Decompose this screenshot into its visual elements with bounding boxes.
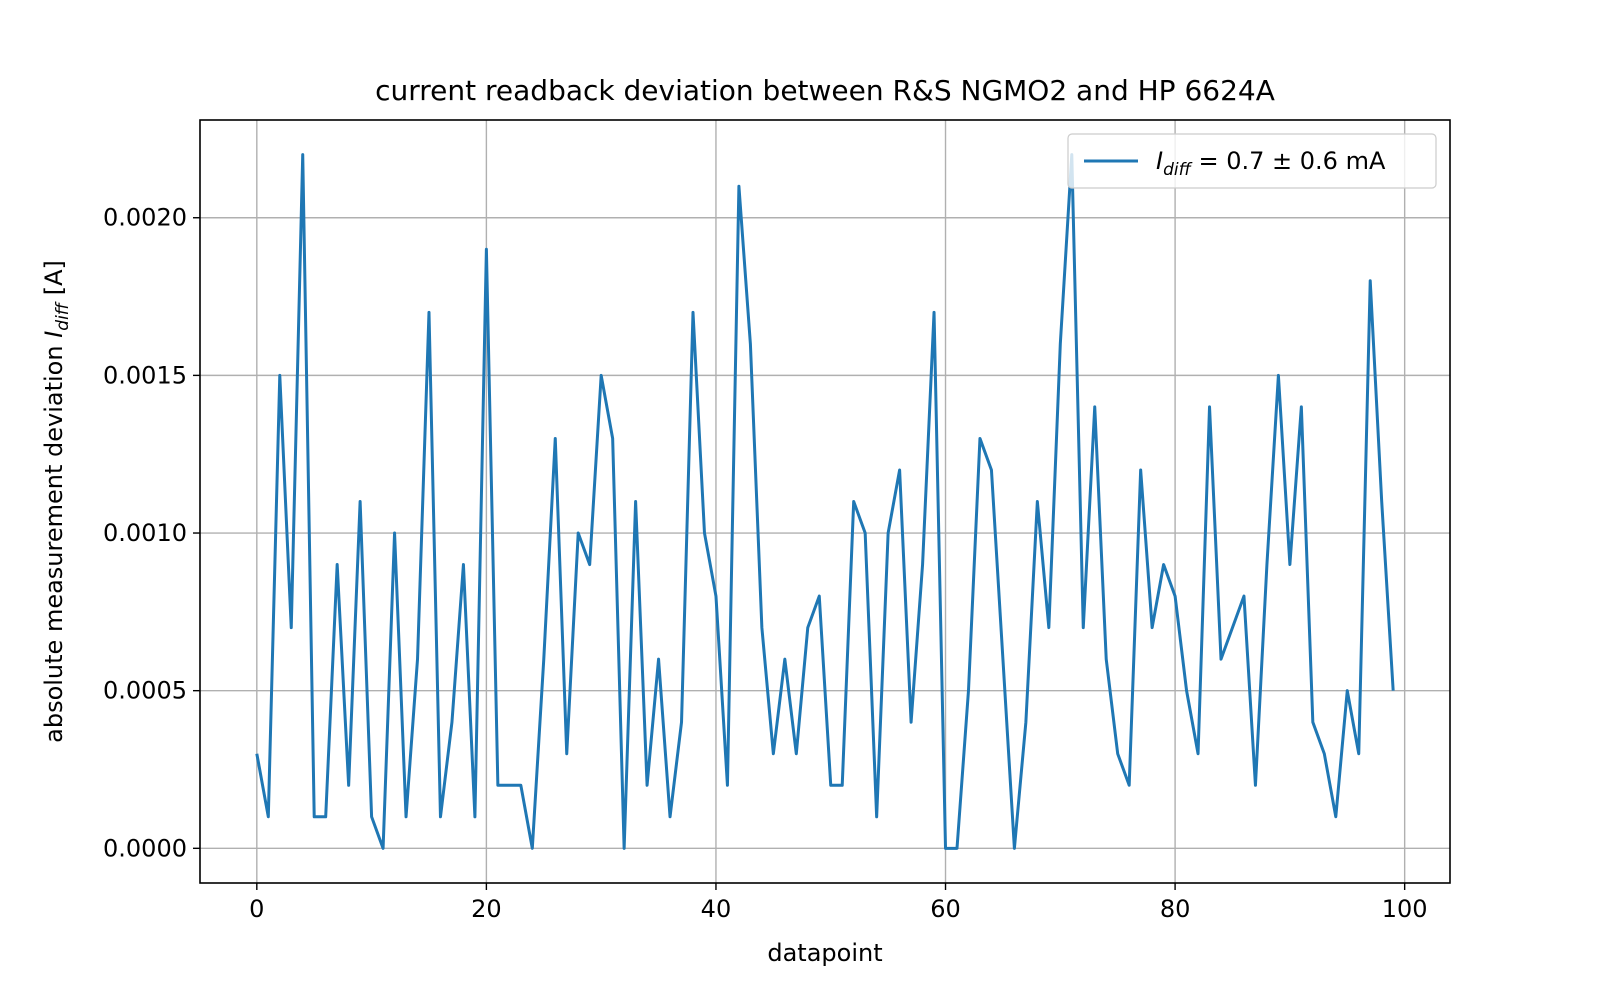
x-tick-label: 100 <box>1382 895 1428 923</box>
y-tick-label: 0.0005 <box>103 677 187 705</box>
y-tick-label: 0.0010 <box>103 519 187 547</box>
legend: Idiff = 0.7 ± 0.6 mA <box>1067 133 1437 189</box>
series-line <box>255 153 1395 850</box>
legend-label-variable: I <box>1156 147 1163 175</box>
x-tick-label: 20 <box>471 895 502 923</box>
y-tick-label: 0.0015 <box>103 361 187 389</box>
y-axis-label: absolute measurement deviation Idiff [A] <box>40 260 73 743</box>
y-axis-label-prefix: absolute measurement deviation <box>40 338 68 743</box>
x-tick-label: 80 <box>1160 895 1191 923</box>
x-tick-label: 0 <box>249 895 264 923</box>
grid <box>200 120 1450 883</box>
legend-label-subscript: diff <box>1163 160 1193 180</box>
y-tick-label: 0.0020 <box>103 204 187 232</box>
legend-box <box>1067 133 1437 189</box>
ticks: 0 20 40 60 80 100 0.0000 0.0005 0.0010 0.0015 0.00… <box>103 204 1428 923</box>
y-axis-label-variable: I <box>40 331 68 338</box>
y-axis-label-suffix: [A] <box>40 260 68 303</box>
chart-title: current readback deviation between R&S N… <box>375 74 1275 107</box>
x-tick-label: 40 <box>701 895 732 923</box>
x-axis-label: datapoint <box>767 939 882 967</box>
x-tick-label: 60 <box>930 895 961 923</box>
plot-frame <box>199 119 1451 884</box>
legend-label-rest: = 0.7 ± 0.6 mA <box>1191 147 1386 175</box>
y-axis-label-subscript: diff <box>53 301 73 331</box>
legend-label: Idiff = 0.7 ± 0.6 mA <box>1156 147 1386 180</box>
series-layer <box>255 153 1395 850</box>
y-tick-label: 0.0000 <box>103 834 187 862</box>
